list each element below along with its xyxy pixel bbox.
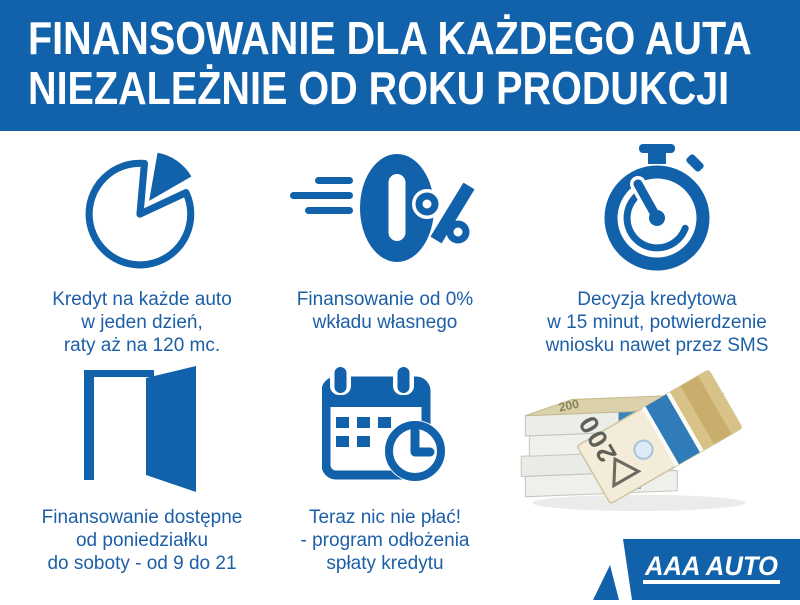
- header-line-2: NIEZALEŻNIE OD ROKU PRODUKCJI: [28, 62, 730, 114]
- feature-caption: Finansowanie dostępne od poniedziałku do…: [41, 507, 243, 574]
- logo-text: AAA AUTO: [644, 551, 778, 581]
- open-door-icon: [10, 362, 274, 494]
- feature-caption: Finansowanie od 0% wkładu własnego: [296, 289, 474, 333]
- logo-ribbon: [623, 539, 800, 600]
- aaa-auto-logo: AAA AUTO: [590, 538, 800, 600]
- feature-caption: Decyzja kredytowa w 15 minut, potwierdze…: [545, 289, 769, 356]
- feature-financing-hours: Finansowanie dostępne od poniedziałku do…: [10, 362, 274, 575]
- feature-caption: Teraz nic nie płać! - program odłożenia …: [300, 507, 470, 574]
- zero-percent-icon: [253, 144, 517, 276]
- header-line-1: FINANSOWANIE DLA KAŻDEGO AUTA: [28, 12, 752, 64]
- logo-stripe: [593, 565, 619, 600]
- header-banner: FINANSOWANIE DLA KAŻDEGO AUTA NIEZALEŻNI…: [0, 0, 800, 131]
- stopwatch-icon: [525, 144, 789, 276]
- calendar-clock-icon: [253, 362, 517, 494]
- banknote-value-small: 200: [557, 397, 580, 415]
- feature-defer-payment: Teraz nic nie płać! - program odłożenia …: [253, 362, 517, 575]
- feature-caption: Kredyt na każde auto w jeden dzień, raty…: [52, 289, 232, 356]
- feature-zero-percent: Finansowanie od 0% wkładu własnego: [253, 144, 517, 334]
- pie-chart-icon: [10, 144, 274, 276]
- money-stacks-image: 200 200: [516, 360, 792, 512]
- feature-credit-every-car: Kredyt na każde auto w jeden dzień, raty…: [10, 144, 274, 357]
- feature-credit-decision: Decyzja kredytowa w 15 minut, potwierdze…: [525, 144, 789, 357]
